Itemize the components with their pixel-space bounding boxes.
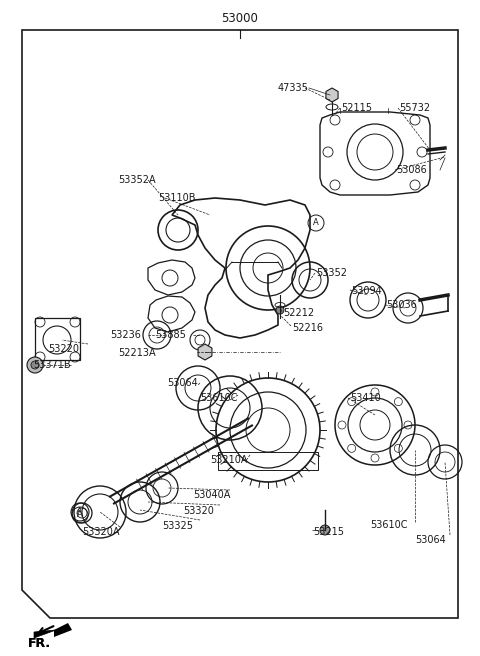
Circle shape	[276, 306, 284, 314]
Text: 52216: 52216	[292, 323, 323, 333]
Polygon shape	[326, 88, 338, 102]
Circle shape	[320, 525, 330, 535]
Text: 53094: 53094	[351, 286, 382, 296]
Text: 53320A: 53320A	[82, 527, 120, 537]
Text: 53215: 53215	[313, 527, 344, 537]
Text: 53110B: 53110B	[158, 193, 195, 203]
Text: 53320: 53320	[183, 506, 214, 516]
Text: FR.: FR.	[28, 637, 51, 650]
Text: 52212: 52212	[283, 308, 314, 318]
Text: A: A	[313, 218, 319, 227]
Text: 47335: 47335	[278, 83, 309, 93]
Text: 53610C: 53610C	[200, 393, 238, 403]
Circle shape	[31, 361, 39, 369]
Text: 52213A: 52213A	[118, 348, 156, 358]
Text: 53064: 53064	[415, 535, 446, 545]
Circle shape	[27, 357, 43, 373]
Text: 53220: 53220	[48, 344, 79, 354]
Text: 52115: 52115	[341, 103, 372, 113]
Text: 53610C: 53610C	[370, 520, 408, 530]
Text: 55732: 55732	[399, 103, 430, 113]
Polygon shape	[34, 630, 56, 638]
Text: A: A	[77, 508, 83, 516]
Text: 53064: 53064	[167, 378, 198, 388]
Text: FR.: FR.	[28, 637, 51, 650]
Text: 53210A: 53210A	[210, 455, 248, 465]
Text: 53040A: 53040A	[193, 490, 230, 500]
Text: A: A	[77, 510, 83, 519]
Text: 53325: 53325	[162, 521, 193, 531]
Text: 53236: 53236	[110, 330, 141, 340]
Polygon shape	[54, 623, 72, 637]
Text: 53036: 53036	[386, 300, 417, 310]
Text: 53885: 53885	[155, 330, 186, 340]
Text: 53410: 53410	[350, 393, 381, 403]
Text: 53371B: 53371B	[33, 360, 71, 370]
Text: 53086: 53086	[396, 165, 427, 175]
Text: 53000: 53000	[222, 12, 258, 25]
Text: 53352A: 53352A	[118, 175, 156, 185]
Polygon shape	[198, 344, 212, 360]
Text: 53352: 53352	[316, 268, 347, 278]
